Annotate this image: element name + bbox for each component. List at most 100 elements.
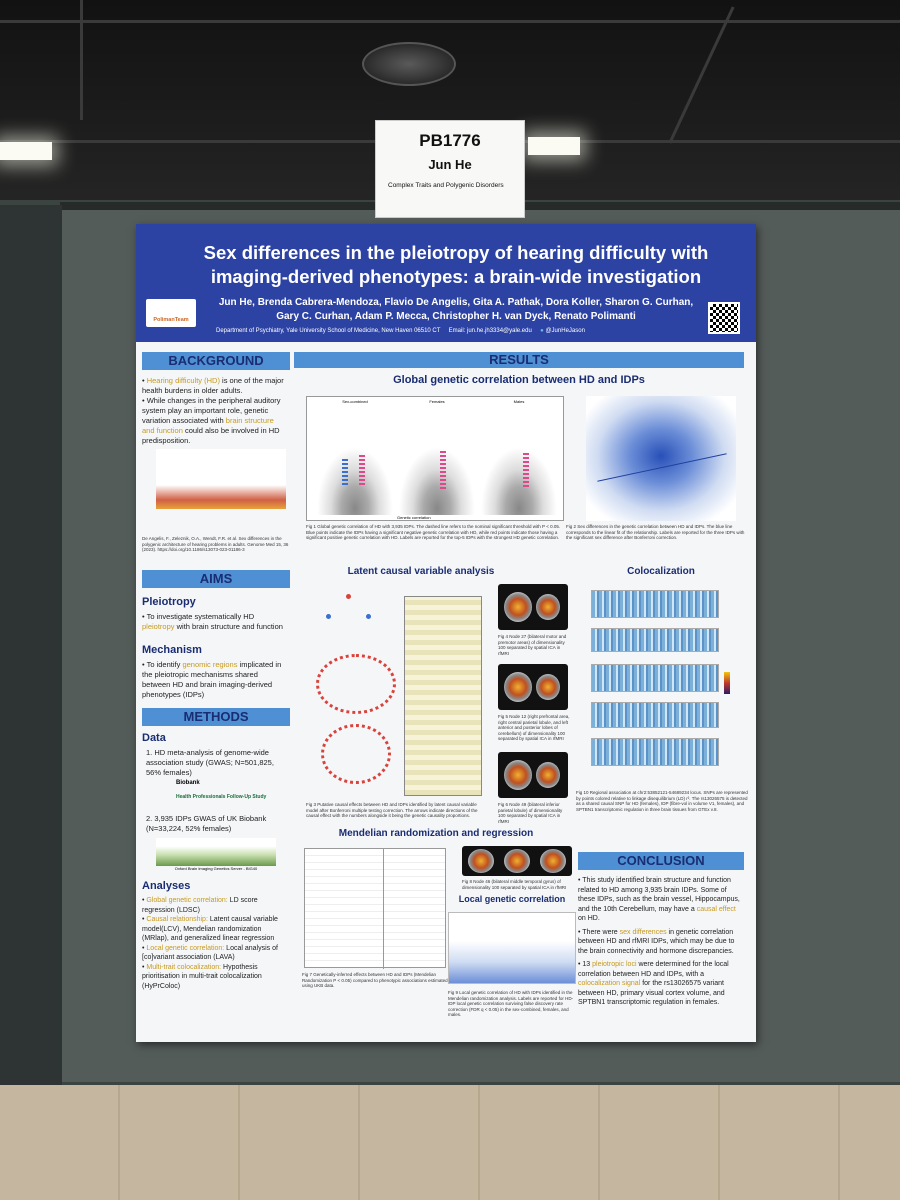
brain-image-node-49 [498, 752, 568, 798]
affiliation: Department of Psychiatry, Yale Universit… [216, 328, 441, 334]
analyses-heading: Analyses [142, 880, 191, 892]
analysis-1-text: LD score regression (LDSC) [142, 897, 258, 914]
section-results-heading: RESULTS [294, 352, 744, 368]
author-list: Jun He, Brenda Cabrera-Mendoza, Flavio D… [206, 296, 706, 324]
section-methods-heading: METHODS [142, 708, 290, 726]
poster-board-side [0, 205, 62, 1085]
figure-10-caption: Fig 10 Regional association at chr2:5385… [576, 790, 748, 812]
ceiling-truss [80, 0, 83, 120]
analysis-item-4: • Multi-trait colocalization: Hypothesis… [142, 963, 262, 990]
ceiling-vent [362, 42, 456, 86]
poster-title: Sex differences in the pleiotropy of hea… [203, 242, 709, 287]
lab-logo-text: PolimanTeam [153, 317, 189, 323]
positive-points [359, 455, 365, 485]
authors-line-1: Jun He, Brenda Cabrera-Mendoza, Flavio D… [218, 297, 694, 308]
forest-plot-zero-line [383, 849, 384, 969]
mr-title: Mendelian randomization and regression [338, 828, 534, 839]
brain-image-node-12 [498, 664, 568, 710]
figure-1-caption: Fig 1 Global genetic correlation of HD w… [306, 524, 561, 540]
coloc-track [591, 590, 719, 618]
lcv-idp-table [404, 596, 482, 796]
poster-header: Sex differences in the pleiotropy of hea… [136, 224, 756, 342]
highlight-sex-differences: sex differences [619, 928, 667, 936]
panel-label-males: Males [513, 399, 525, 404]
floor [0, 1085, 900, 1200]
pleiotropy-b: with brain structure and function [174, 622, 283, 631]
pleiotropy-a: To investigate systematically HD [146, 612, 255, 621]
analyses-list: • Global genetic correlation: LD score r… [142, 896, 290, 991]
figure-1-volcano-panels: Sex-combined Females Males Genetic corre… [306, 396, 564, 521]
lcv-network-graphs [306, 584, 406, 804]
panel-label-females: Females [429, 399, 445, 404]
background-point-2: • While changes in the peripheral audito… [142, 396, 281, 445]
volcano-plot-sex-combined [317, 447, 393, 515]
mechanism-heading: Mechanism [142, 644, 202, 656]
twitter-icon: ● [540, 328, 544, 334]
local-correlation-title: Local genetic correlation [458, 894, 566, 904]
coloc-track [591, 628, 719, 652]
lab-logo: PolimanTeam [146, 299, 196, 327]
network-ring [321, 724, 391, 784]
volcano-plot-males [481, 447, 557, 515]
background-text: • Hearing difficulty (HD) is one of the … [142, 376, 288, 446]
coloc-track [591, 702, 719, 728]
colocalization-title: Colocalization [627, 566, 695, 577]
authors-line-2: Gary C. Curhan, Adam P. Mecca, Christoph… [276, 311, 636, 322]
highlight-colocalization: colocalization signal [578, 980, 641, 987]
brain-image-node-27 [498, 584, 568, 630]
manhattan-plot [156, 449, 286, 509]
figure-7-caption: Fig 7 Genetically-inferred effects betwe… [302, 972, 448, 988]
conclusion-point-1: • This study identified brain structure … [578, 877, 740, 922]
highlight-brain: brain structure and function [142, 416, 274, 435]
highlight-causal-effect: causal effect [696, 905, 736, 913]
network-node [346, 594, 351, 599]
twitter-handle: @JunHeJason [545, 328, 585, 334]
mechanism-text: • To identify genomic regions implicated… [142, 660, 282, 699]
lcv-title: Latent causal variable analysis [347, 566, 495, 577]
figure-6-caption: Fig 6 Node 49 (bilateral inferior pariet… [498, 802, 563, 824]
highlight-pleiotropic-loci: pleiotropic loci [592, 961, 637, 968]
analysis-3-label: Local genetic correlation: [146, 944, 225, 952]
background-point-1-rest: is one of the major health burdens in ol… [142, 376, 284, 395]
panel-label-sex-combined: Sex-combined [342, 399, 368, 404]
conclusion-2-b: in genetic correlation between HD and rf… [578, 928, 735, 955]
mechanism-b: implicated in the pleiotropic mechanisms… [142, 660, 282, 699]
email: Email: jun.he.jh3334@yale.edu [448, 328, 532, 334]
conclusion-text: • This study identified brain structure … [578, 876, 744, 1008]
conclusion-2-a: There were [582, 928, 620, 936]
highlight-hd: Hearing difficulty (HD) [146, 376, 220, 385]
analysis-4-label: Multi-trait colocalization: [146, 963, 222, 971]
data-heading: Data [142, 732, 166, 744]
conclusion-1-a: This study identified brain structure an… [578, 877, 740, 913]
figure-7-forest-plot [304, 848, 446, 969]
background-point-2-b: could also be involved in HD predisposit… [142, 426, 280, 445]
analysis-2-label: Causal relationship: [146, 916, 208, 923]
volcano-plot-females [399, 447, 475, 515]
highlight-genomic-regions: genomic regions [182, 660, 238, 669]
coloc-track [591, 738, 719, 766]
brain-image-node-46 [462, 846, 572, 876]
network-node [326, 614, 331, 619]
positive-points [523, 453, 529, 487]
figure-9-local-correlation-plot [448, 912, 576, 984]
negative-points [342, 459, 348, 485]
analysis-1-label: Global genetic correlation: [146, 897, 228, 904]
background-reference: De Angelis, F., Zeleznik, O.A., Wendt, F… [142, 536, 289, 552]
conclusion-3-a: 13 [582, 961, 593, 968]
figure-5-caption: Fig 5 Node 12 (right prefrontal area, ri… [498, 714, 570, 741]
figure-9-caption: Fig 9 Local genetic correlation of HD wi… [448, 990, 574, 1017]
biobank-logo: Biobank [176, 780, 200, 786]
section-aims-heading: AIMS [142, 570, 290, 588]
figure-2-caption: Fig 2 Sex differences in the genetic cor… [566, 524, 745, 540]
conclusion-3-b: were determined for the local correlatio… [578, 961, 729, 978]
conclusion-point-2: • There were sex differences in genetic … [578, 928, 735, 955]
network-ring [316, 654, 396, 714]
figure-8-caption: Fig 8 Node 46 (bilateral middle temporal… [462, 879, 567, 890]
data-item-2: 2. 3,935 IDPs GWAS of UK Biobank (N=33,2… [146, 814, 267, 833]
figure-3-caption: Fig 3 Putative causal effects between HD… [306, 802, 478, 818]
ceiling-light [0, 142, 52, 160]
section-background-heading: BACKGROUND [142, 352, 290, 370]
conclusion-1-b: on HD. [578, 915, 600, 922]
big40-label: Oxford Brain Imaging Genetics Server - B… [174, 866, 258, 871]
analysis-item-1: • Global genetic correlation: LD score r… [142, 897, 258, 914]
